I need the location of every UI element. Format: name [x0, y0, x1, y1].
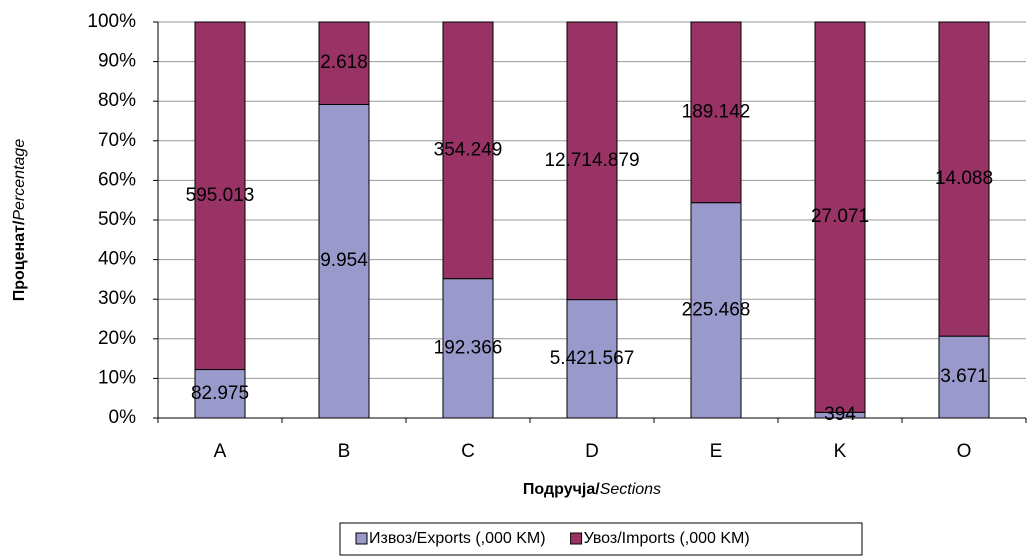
bar-segment [318, 103, 370, 419]
x-axis-title: Подручја/Sections [523, 481, 661, 498]
data-label: 5.421.567 [550, 348, 635, 369]
bar-segment [938, 21, 990, 337]
data-label: 27.071 [811, 206, 869, 227]
x-tick-label: A [214, 441, 227, 462]
y-tick-label: 10% [98, 367, 136, 388]
y-tick-label: 100% [87, 11, 136, 32]
x-tick-label: K [834, 441, 847, 462]
bar-segment [690, 21, 742, 204]
y-tick-label: 70% [98, 130, 136, 151]
y-tick-label: 30% [98, 288, 136, 309]
bar-segment [566, 21, 618, 301]
legend-swatch [355, 532, 368, 545]
y-tick-label: 60% [98, 169, 136, 190]
y-tick-label: 80% [98, 90, 136, 111]
x-tick-label: O [957, 441, 972, 462]
bar-segment [442, 278, 494, 419]
data-label: 82.975 [191, 383, 249, 404]
bar-segment [442, 21, 494, 280]
bar-segment [194, 21, 246, 371]
legend-label: Увоз/Imports (,000 KM) [584, 530, 750, 547]
bar-segment [566, 299, 618, 419]
bar-segment [690, 202, 742, 419]
x-title-italic: Sections [600, 481, 661, 498]
legend-swatch [570, 532, 583, 545]
data-label: 9.954 [320, 250, 368, 271]
data-label: 192.366 [434, 337, 503, 358]
bar-segment [194, 369, 246, 419]
data-label: 14.088 [935, 168, 993, 189]
data-label: 12.714.879 [544, 150, 639, 171]
x-tick-label: C [461, 441, 475, 462]
y-tick-label: 0% [109, 407, 137, 428]
y-tick-label: 90% [98, 51, 136, 72]
y-title-italic: Percentage [11, 139, 28, 221]
data-label: 189.142 [682, 101, 751, 122]
y-tick-label: 40% [98, 249, 136, 270]
data-label: 225.468 [682, 299, 751, 320]
x-tick-label: E [710, 441, 723, 462]
x-tick-label: D [585, 441, 599, 462]
data-label: 595.013 [186, 185, 255, 206]
y-tick-label: 20% [98, 328, 136, 349]
data-label: 394 [824, 404, 856, 425]
legend-label: Извоз/Exports (,000 KM) [369, 530, 546, 547]
data-label: 2.618 [320, 52, 368, 73]
y-title-bold: Проценат/ [11, 220, 28, 301]
y-tick-label: 50% [98, 209, 136, 230]
x-title-bold: Подручја/ [523, 481, 600, 498]
bar-segment [938, 335, 990, 419]
legend-box [339, 522, 863, 556]
data-label: 3.671 [940, 366, 988, 387]
data-label: 354.249 [434, 139, 503, 160]
x-tick-label: B [338, 441, 351, 462]
bar-segment [318, 21, 370, 105]
y-axis-title: Проценат/Percentage [11, 139, 28, 302]
bar-segment [814, 21, 866, 413]
